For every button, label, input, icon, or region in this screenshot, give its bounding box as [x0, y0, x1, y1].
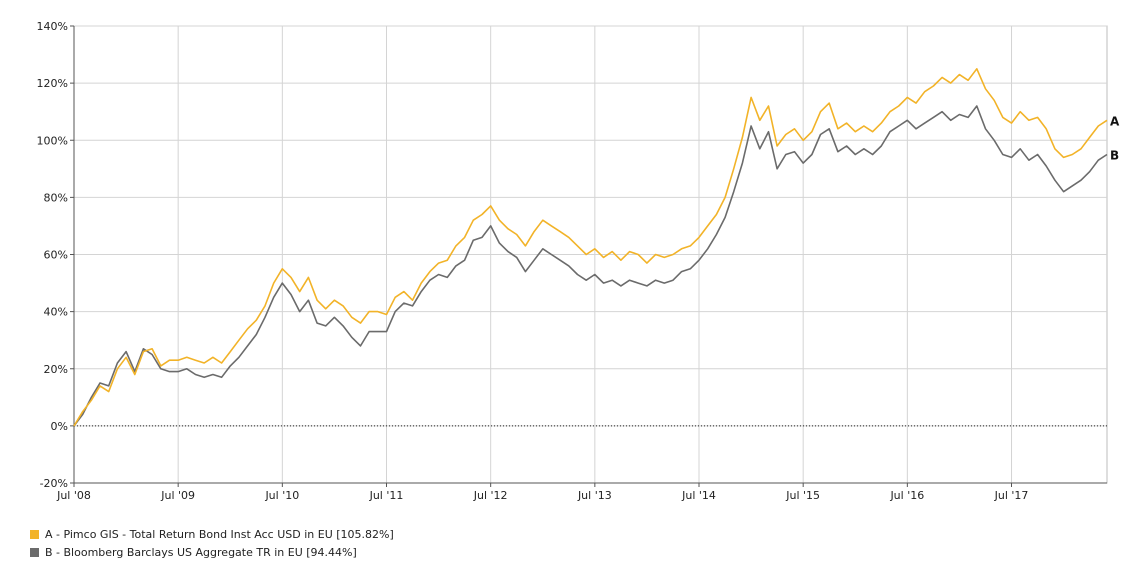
x-axis-ticks: Jul '08 Jul '09 Jul '10 Jul '11 Jul '12 Jul '… [56, 489, 1028, 502]
series-group [73, 68, 1108, 427]
legend-label-a: A - Pimco GIS - Total Return Bond Inst A… [45, 527, 394, 541]
y-tick-label: 100% [37, 134, 68, 147]
y-axis-ticks: -20% 0% 20% 40% 60% 80% 100% 120% 140% [37, 20, 68, 490]
legend-item-a: A - Pimco GIS - Total Return Bond Inst A… [30, 525, 394, 543]
y-tick-label: 40% [44, 306, 68, 319]
x-tick-label: Jul '13 [577, 489, 612, 502]
x-tick-label: Jul '16 [889, 489, 924, 502]
legend-item-b: B - Bloomberg Barclays US Aggregate TR i… [30, 543, 394, 561]
y-tick-label: 60% [44, 249, 68, 262]
end-label-b: B [1110, 149, 1119, 163]
y-tick-label: -20% [40, 477, 68, 490]
legend-swatch-b [30, 547, 39, 557]
x-tick-label: Jul '15 [785, 489, 820, 502]
series-line-b [73, 105, 1108, 427]
legend-swatch-a [30, 529, 39, 539]
legend-label-b: B - Bloomberg Barclays US Aggregate TR i… [45, 545, 357, 559]
x-tick-label: Jul '08 [56, 489, 91, 502]
x-tick-label: Jul '14 [681, 489, 716, 502]
y-tick-label: 140% [37, 20, 68, 33]
y-tick-label: 0% [51, 420, 68, 433]
y-tick-label: 80% [44, 191, 68, 204]
grid [70, 25, 1108, 487]
x-tick-label: Jul '10 [264, 489, 299, 502]
y-tick-label: 120% [37, 77, 68, 90]
series-line-a [73, 68, 1108, 427]
y-tick-label: 20% [44, 363, 68, 376]
x-tick-label: Jul '17 [994, 489, 1029, 502]
legend: A - Pimco GIS - Total Return Bond Inst A… [30, 525, 394, 561]
x-tick-label: Jul '09 [160, 489, 195, 502]
x-tick-label: Jul '12 [473, 489, 508, 502]
end-label-a: A [1110, 114, 1120, 128]
x-tick-label: Jul '11 [369, 489, 404, 502]
series-end-labels: AB [1110, 114, 1120, 162]
line-chart: -20%0%20%40%60%80%100%120%140% Jul '08 Ju… [37, 20, 1120, 502]
